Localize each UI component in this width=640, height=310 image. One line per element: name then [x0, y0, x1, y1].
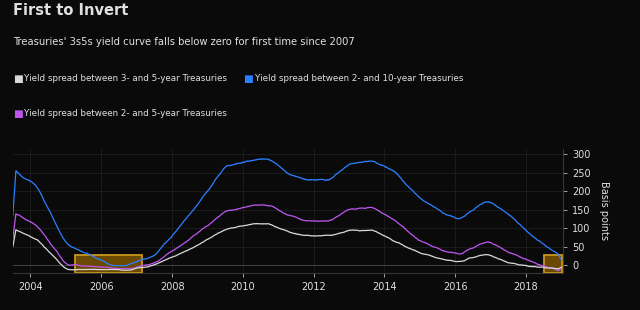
Text: ■: ■	[13, 74, 22, 84]
Text: First to Invert: First to Invert	[13, 3, 128, 18]
Text: Yield spread between 2- and 5-year Treasuries: Yield spread between 2- and 5-year Treas…	[24, 108, 227, 117]
Bar	[75, 255, 142, 273]
Text: ■: ■	[13, 108, 22, 118]
Text: Yield spread between 2- and 10-year Treasuries: Yield spread between 2- and 10-year Trea…	[255, 74, 463, 83]
Text: Yield spread between 3- and 5-year Treasuries: Yield spread between 3- and 5-year Treas…	[24, 74, 227, 83]
Bar	[544, 255, 562, 273]
Text: ■: ■	[243, 74, 253, 84]
Text: Treasuries' 3s5s yield curve falls below zero for first time since 2007: Treasuries' 3s5s yield curve falls below…	[13, 37, 355, 47]
Y-axis label: Basis points: Basis points	[599, 181, 609, 240]
